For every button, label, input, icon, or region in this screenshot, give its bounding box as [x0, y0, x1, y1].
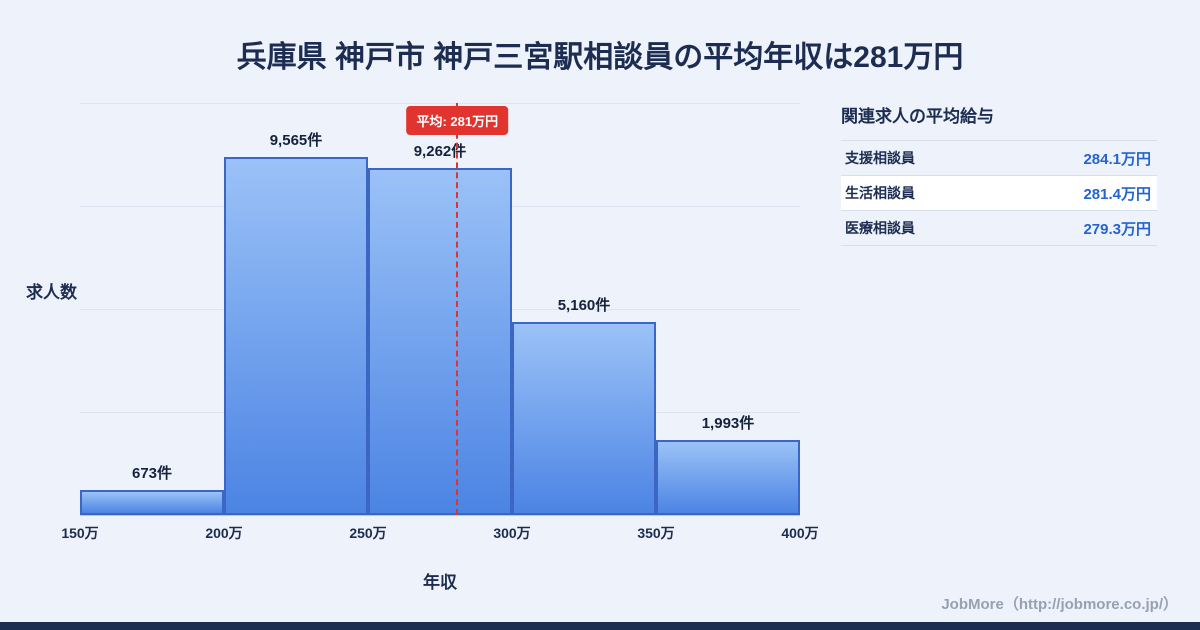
y-axis-label: 求人数: [26, 283, 77, 302]
histogram-bar: [512, 321, 656, 515]
x-tick-label: 400万: [781, 525, 819, 541]
x-tick-label: 150万: [61, 525, 99, 541]
bottom-accent-bar: [0, 622, 1200, 630]
x-tick-label: 250万: [349, 525, 387, 541]
x-axis-baseline: [80, 515, 800, 516]
related-job-salary: 281.4万円: [1083, 185, 1151, 203]
histogram-bar: [80, 489, 224, 515]
average-badge: 平均: 281万円: [406, 106, 509, 135]
related-job-label: 医療相談員: [845, 220, 915, 236]
bar-value-label: 9,262件: [413, 143, 467, 161]
related-salary-heading: 関連求人の平均給与: [841, 107, 994, 126]
x-tick-label: 200万: [205, 525, 243, 541]
x-tick-label: 300万: [493, 525, 531, 541]
related-salary-table: 支援相談員 284.1万円生活相談員 281.4万円医療相談員 279.3万円: [841, 140, 1157, 246]
bar-value-label: 5,160件: [557, 296, 611, 314]
bar-value-label: 673件: [131, 464, 173, 482]
related-salary-row: 医療相談員 279.3万円: [841, 211, 1157, 246]
footer-credit: JobMore（http://jobmore.co.jp/）: [941, 596, 1178, 613]
related-salary-row: 支援相談員 284.1万円: [841, 141, 1157, 176]
histogram-bar: [224, 156, 368, 515]
related-job-label: 生活相談員: [845, 185, 915, 201]
related-job-salary: 284.1万円: [1083, 150, 1151, 168]
x-axis-label: 年収: [423, 573, 457, 592]
average-line: [456, 103, 459, 515]
related-salary-row: 生活相談員 281.4万円: [841, 176, 1157, 211]
x-tick-label: 350万: [637, 525, 675, 541]
gridline: [80, 103, 800, 104]
plot-area: 673件 9,565件 9,262件 5,160件 1,993件 150万 200万 250万…: [61, 103, 819, 541]
bar-value-label: 1,993件: [701, 415, 755, 433]
page-title: 兵庫県 神戸市 神戸三宮駅相談員の平均年収は281万円: [236, 41, 964, 74]
bar-value-label: 9,565件: [269, 131, 323, 149]
histogram-bar: [368, 168, 512, 515]
histogram-bar: [656, 440, 800, 515]
related-job-label: 支援相談員: [845, 150, 915, 166]
related-job-salary: 279.3万円: [1083, 220, 1151, 238]
